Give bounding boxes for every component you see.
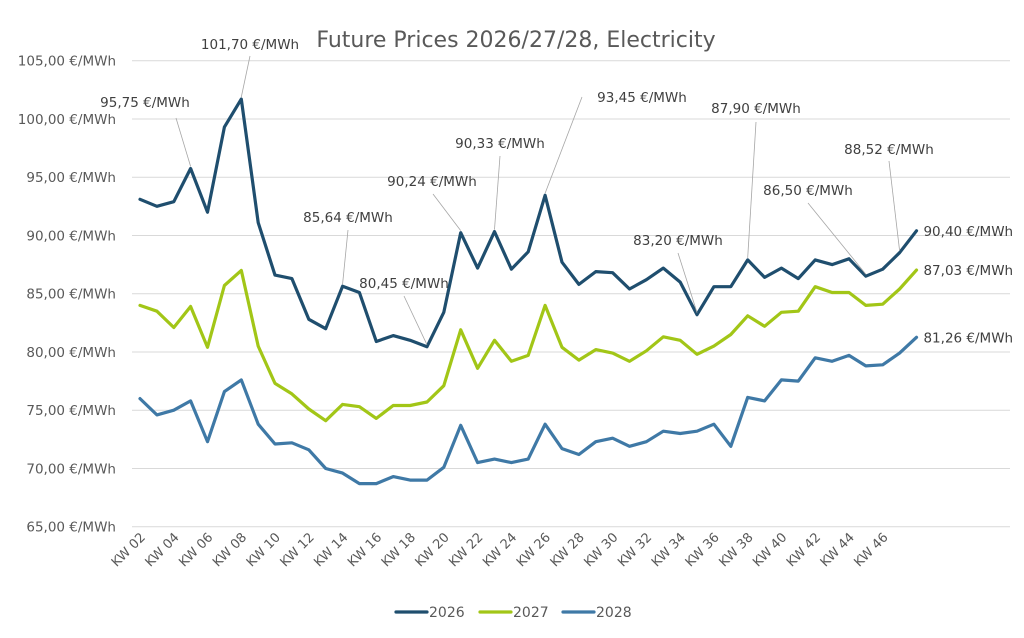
x-tick-label: KW 34 (649, 530, 689, 570)
annotation-leader-line (175, 117, 192, 167)
y-tick-label: 80,00 €/MWh (26, 345, 116, 361)
annotation-leader-line (403, 295, 428, 345)
x-tick-label: KW 06 (176, 530, 216, 570)
y-tick-label: 85,00 €/MWh (26, 287, 116, 303)
legend-label: 2028 (596, 605, 632, 621)
x-tick-label: KW 10 (244, 530, 284, 570)
y-tick-label: 70,00 €/MWh (26, 461, 116, 477)
x-tick-label: KW 02 (109, 530, 149, 570)
data-label: 87,90 €/MWh (711, 101, 801, 117)
x-tick-label: KW 22 (446, 530, 486, 570)
x-tick-label: KW 42 (784, 530, 824, 570)
x-tick-label: KW 08 (210, 530, 250, 570)
y-tick-label: 90,00 €/MWh (26, 228, 116, 244)
x-tick-label: KW 46 (852, 530, 892, 570)
chart-title: Future Prices 2026/27/28, Electricity (316, 28, 715, 53)
x-tick-label: KW 44 (818, 530, 858, 570)
data-label: 87,03 €/MWh (923, 263, 1013, 279)
series-lines (138, 97, 919, 486)
legend-item-2027[interactable]: 2027 (478, 605, 549, 621)
gridlines (132, 60, 1010, 528)
annotation-leader-line (240, 55, 251, 98)
legend: 2026 2027 2028 (394, 605, 632, 621)
y-tick-label: 95,00 €/MWh (26, 170, 116, 186)
data-label: 90,24 €/MWh (387, 174, 477, 190)
x-tick-label: KW 20 (413, 530, 453, 570)
annotation-leader-line (888, 160, 900, 251)
x-tick-label: KW 38 (716, 530, 756, 570)
legend-item-2026[interactable]: 2026 (394, 605, 465, 621)
x-tick-label: KW 24 (480, 530, 520, 570)
y-axis-tick-labels: 65,00 €/MWh 70,00 €/MWh 75,00 €/MWh 80,00 €… (18, 54, 116, 536)
x-tick-label: KW 30 (581, 530, 621, 570)
annotation-leader-line (494, 155, 501, 230)
annotation-leaders (175, 55, 900, 345)
y-tick-label: 65,00 €/MWh (26, 520, 116, 536)
data-label: 93,45 €/MWh (597, 90, 687, 106)
series-line-2026 (138, 97, 919, 349)
data-label: 88,52 €/MWh (844, 142, 934, 158)
data-label: 80,45 €/MWh (359, 276, 449, 292)
legend-label: 2026 (429, 605, 465, 621)
annotation-leader-line (342, 229, 349, 285)
annotation-leader-line (807, 202, 867, 275)
x-tick-label: KW 16 (345, 530, 385, 570)
data-label: 90,40 €/MWh (923, 224, 1013, 240)
series-line-2028 (138, 335, 919, 486)
data-label: 101,70 €/MWh (201, 37, 299, 53)
y-tick-label: 105,00 €/MWh (18, 54, 116, 70)
data-label: 90,33 €/MWh (455, 136, 545, 152)
annotation-leader-line (544, 96, 583, 194)
annotation-leader-line (677, 252, 698, 313)
legend-item-2028[interactable]: 2028 (561, 605, 632, 621)
x-tick-label: KW 36 (683, 530, 723, 570)
x-tick-label: KW 18 (379, 530, 419, 570)
legend-label: 2027 (513, 605, 549, 621)
data-labels: 95,75 €/MWh 101,70 €/MWh 85,64 €/MWh 80,45 … (100, 37, 1013, 346)
x-tick-label: KW 40 (750, 530, 790, 570)
y-tick-label: 100,00 €/MWh (18, 112, 116, 128)
x-tick-label: KW 12 (278, 530, 318, 570)
x-tick-label: KW 04 (143, 530, 183, 570)
x-tick-label: KW 26 (514, 530, 554, 570)
data-label: 85,64 €/MWh (303, 210, 393, 226)
x-tick-label: KW 28 (548, 530, 588, 570)
y-tick-label: 75,00 €/MWh (26, 403, 116, 419)
annotation-leader-line (747, 121, 757, 258)
data-label: 81,26 €/MWh (923, 330, 1013, 346)
x-tick-label: KW 32 (615, 530, 655, 570)
data-label: 95,75 €/MWh (100, 95, 190, 111)
data-label: 83,20 €/MWh (633, 233, 723, 249)
series-line-2027 (138, 268, 919, 423)
x-tick-label: KW 14 (311, 530, 351, 570)
data-label: 86,50 €/MWh (763, 183, 853, 199)
annotation-leader-line (432, 193, 462, 231)
